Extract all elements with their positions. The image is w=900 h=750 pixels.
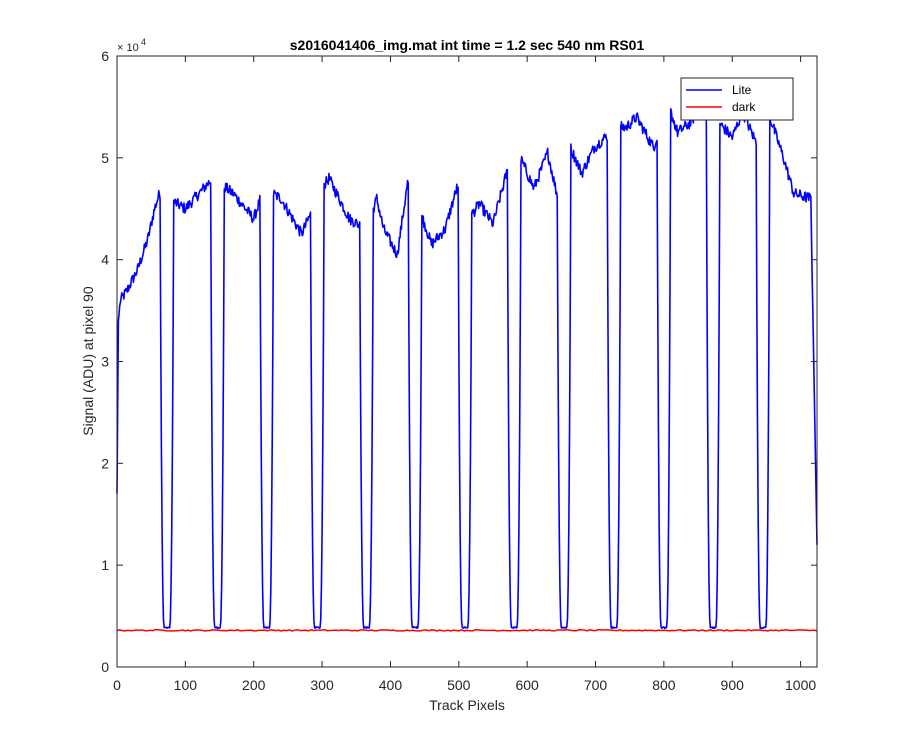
x-tick-label: 100 [174,677,198,693]
x-axis-ticks: 0 100 200 300 400 500 600 700 800 900 1000 [113,56,816,693]
y-tick-label: 6 [101,48,109,64]
x-tick-label: 600 [515,677,539,693]
x-tick-label: 400 [379,677,403,693]
y-tick-label: 0 [101,659,109,675]
x-tick-label: 500 [447,677,471,693]
legend-box [680,77,794,121]
chart-title: s2016041406_img.mat int time = 1.2 sec 5… [290,37,645,53]
x-tick-label: 0 [113,677,121,693]
legend-label-dark: dark [732,100,756,114]
x-tick-label: 300 [310,677,334,693]
x-tick-label: 1000 [785,677,816,693]
y-tick-label: 2 [101,455,109,471]
legend-label-lite: Lite [732,83,752,97]
x-tick-label: 700 [584,677,608,693]
y-exponent-base: × 10 [117,42,139,54]
y-tick-label: 5 [101,150,109,166]
y-exponent-power: 4 [141,37,146,47]
y-tick-label: 1 [101,557,109,573]
y-tick-label: 3 [101,354,109,370]
y-tick-label: 4 [101,252,109,268]
y-axis-label: Signal (ADU) at pixel 90 [80,286,96,436]
x-tick-label: 200 [242,677,266,693]
series-line-dark [116,628,818,632]
x-tick-label: 900 [721,677,745,693]
legend: Lite dark [680,77,794,121]
x-axis-label: Track Pixels [429,697,505,713]
plot-area [117,56,817,667]
x-tick-label: 800 [652,677,676,693]
y-axis-ticks: 0 1 2 3 4 5 6 [101,48,817,675]
